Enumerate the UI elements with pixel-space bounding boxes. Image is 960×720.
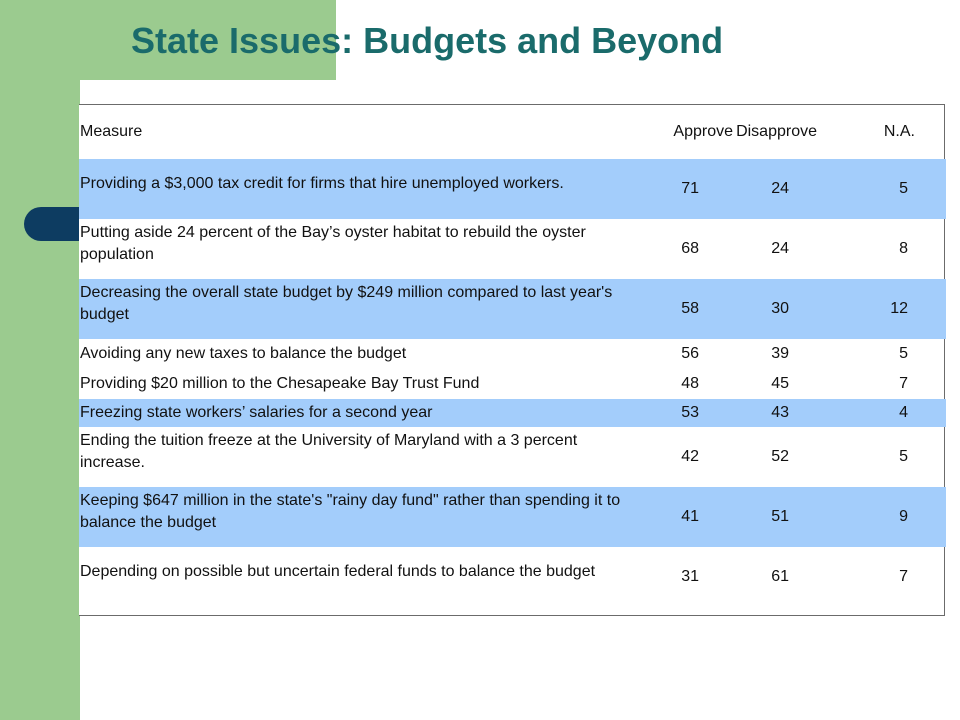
table-row: Avoiding any new taxes to balance the bu… <box>79 339 946 369</box>
row-measure-text: Putting aside 24 percent of the Bay’s oy… <box>80 224 586 263</box>
row-approve: 56 <box>681 345 699 362</box>
table-row: Depending on possible but uncertain fede… <box>79 547 946 607</box>
table-header-row: Measure Approve Disapprove N.A. <box>79 105 946 159</box>
row-disapprove: 52 <box>771 448 789 465</box>
row-measure: Keeping $647 million in the state's "rai… <box>79 487 646 547</box>
row-measure-text: Ending the tuition freeze at the Univers… <box>80 432 578 471</box>
row-approve: 71 <box>646 159 733 219</box>
table-row: Putting aside 24 percent of the Bay’s oy… <box>79 219 946 279</box>
row-na: 5 <box>899 448 908 465</box>
row-na: 5 <box>831 159 946 219</box>
table-row: Providing a $3,000 tax credit for firms … <box>79 159 946 219</box>
left-decorative-panel <box>0 0 80 720</box>
row-measure: Freezing state workers’ salaries for a s… <box>79 399 646 427</box>
header-disapprove: Disapprove <box>736 123 817 140</box>
row-measure: Putting aside 24 percent of the Bay’s oy… <box>79 219 646 279</box>
table-row: Providing $20 million to the Chesapeake … <box>79 369 946 399</box>
table-row: Freezing state workers’ salaries for a s… <box>79 399 946 427</box>
row-approve: 48 <box>681 375 699 392</box>
row-disapprove: 45 <box>771 375 789 392</box>
row-na: 8 <box>899 240 908 257</box>
row-measure: Depending on possible but uncertain fede… <box>79 547 646 607</box>
header-approve: Approve <box>673 123 733 140</box>
table-row: Ending the tuition freeze at the Univers… <box>79 427 946 487</box>
row-measure-text: Keeping $647 million in the state's "rai… <box>80 492 621 531</box>
row-approve: 53 <box>646 399 733 427</box>
row-approve: 42 <box>681 448 699 465</box>
row-measure: Decreasing the overall state budget by $… <box>79 279 646 339</box>
row-measure: Providing $20 million to the Chesapeake … <box>80 375 480 392</box>
header-measure: Measure <box>80 123 143 140</box>
row-measure-text: Depending on possible but uncertain fede… <box>80 563 596 580</box>
row-na: 4 <box>831 399 946 427</box>
row-disapprove: 51 <box>733 487 831 547</box>
table-row: Decreasing the overall state budget by $… <box>79 279 946 339</box>
row-na: 7 <box>899 568 908 585</box>
row-measure: Providing a $3,000 tax credit for firms … <box>79 159 646 219</box>
poll-table: Measure Approve Disapprove N.A. Providin… <box>79 105 946 607</box>
top-decorative-block <box>80 0 336 80</box>
row-disapprove: 39 <box>771 345 789 362</box>
poll-table-container: Measure Approve Disapprove N.A. Providin… <box>79 104 946 616</box>
row-measure-text: Providing a $3,000 tax credit for firms … <box>80 175 564 192</box>
row-approve: 31 <box>681 568 699 585</box>
row-measure-text: Decreasing the overall state budget by $… <box>80 284 613 323</box>
row-na: 7 <box>899 375 908 392</box>
row-approve: 41 <box>646 487 733 547</box>
row-disapprove: 43 <box>733 399 831 427</box>
row-disapprove: 61 <box>771 568 789 585</box>
table-row: Keeping $647 million in the state's "rai… <box>79 487 946 547</box>
row-approve: 58 <box>646 279 733 339</box>
row-measure: Ending the tuition freeze at the Univers… <box>79 427 646 487</box>
row-measure: Avoiding any new taxes to balance the bu… <box>80 345 407 362</box>
row-disapprove: 30 <box>733 279 831 339</box>
row-na: 12 <box>831 279 946 339</box>
slide-title: State Issues: Budgets and Beyond <box>131 20 724 61</box>
header-na: N.A. <box>883 123 915 140</box>
row-na: 9 <box>831 487 946 547</box>
row-approve: 68 <box>681 240 699 257</box>
row-disapprove: 24 <box>733 159 831 219</box>
row-disapprove: 24 <box>771 240 789 257</box>
row-na: 5 <box>899 345 908 362</box>
